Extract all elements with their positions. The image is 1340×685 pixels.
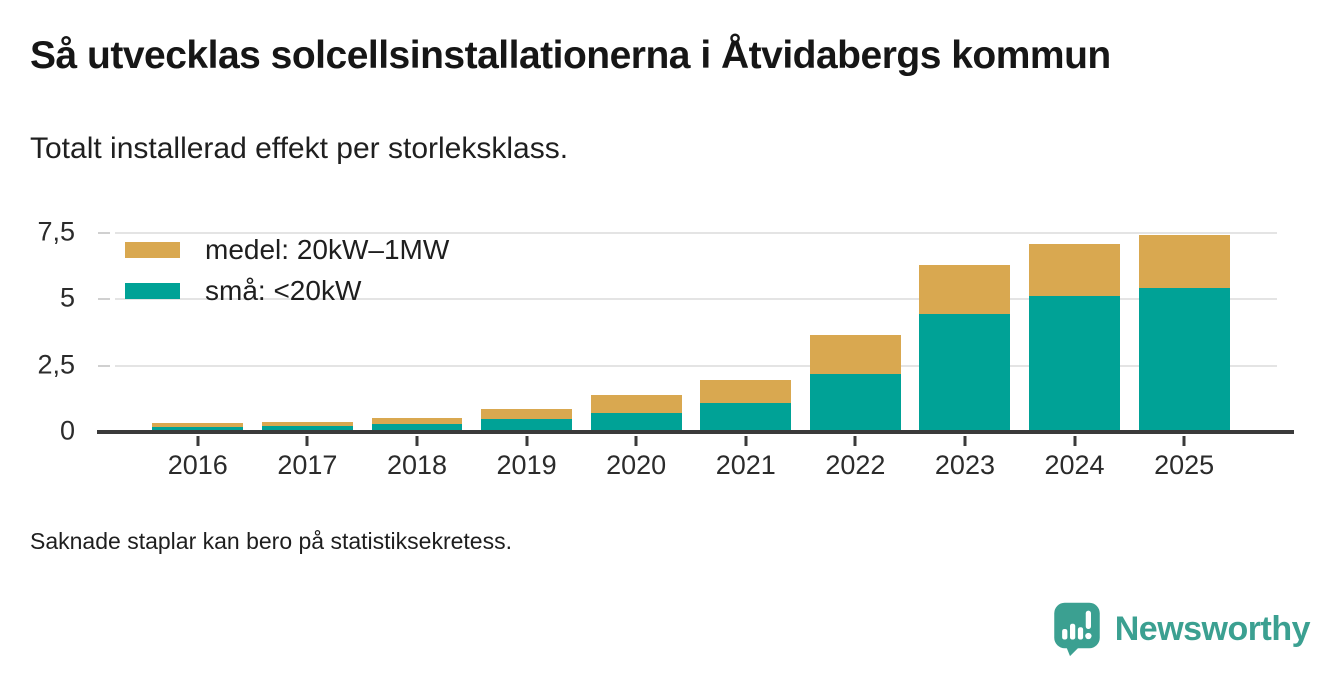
bar-segment — [481, 418, 573, 432]
x-axis-line — [97, 430, 1294, 434]
gridline — [115, 232, 1277, 234]
bar-stack — [481, 233, 573, 432]
bar-slot: 2019 — [472, 233, 582, 480]
x-tick-mark — [744, 436, 748, 446]
x-tick-mark — [525, 436, 529, 446]
plot-area: 0 2,5 5 7,5 2016 2017 2018 2019 2020 2021 2022 202… — [37, 216, 1294, 480]
bar-slot: 2022 — [801, 233, 911, 480]
x-tick-mark — [415, 436, 419, 446]
legend-item: medel: 20kW–1MW — [125, 234, 449, 266]
x-tick-label: 2021 — [715, 450, 776, 480]
x-tick-mark — [963, 436, 967, 446]
bar-segment — [700, 403, 792, 432]
bar-slot: 2016 — [143, 233, 253, 480]
x-tick-mark — [853, 436, 857, 446]
x-tick-label: 2023 — [934, 450, 995, 480]
bar-segment — [919, 265, 1011, 315]
bar-segment — [371, 418, 463, 425]
bar-segment — [809, 334, 901, 374]
x-tick-label: 2017 — [277, 450, 338, 480]
x-tick-label: 2025 — [1154, 450, 1215, 480]
x-tick-label: 2018 — [386, 450, 448, 480]
x-tick-label: 2024 — [1044, 450, 1105, 480]
bar-stack — [261, 233, 353, 432]
bar-segment — [1138, 288, 1230, 432]
y-tick-label: 2,5 — [37, 348, 75, 379]
page-title: Så utvecklas solcellsinstallationerna i … — [30, 34, 1111, 77]
branding: Newsworthy — [1052, 601, 1311, 657]
bar-segment — [261, 426, 353, 432]
y-tick-label: 5 — [59, 282, 75, 313]
x-tick-label: 2020 — [606, 450, 667, 480]
bar-segment — [371, 424, 463, 432]
bar-stack — [919, 233, 1011, 432]
chart-footnote: Saknade staplar kan bero på statistiksek… — [30, 528, 512, 554]
bar-slot: 2017 — [253, 233, 363, 480]
page-subtitle: Totalt installerad effekt per storlekskl… — [30, 132, 569, 165]
legend-label: medel: 20kW–1MW — [205, 234, 450, 265]
x-tick-label: 2016 — [167, 450, 228, 480]
bar-segment — [919, 314, 1011, 432]
bar-segment — [1138, 235, 1230, 289]
bar-stack — [1138, 233, 1230, 432]
bar-slot: 2021 — [691, 233, 801, 480]
x-tick-label: 2019 — [496, 450, 557, 480]
x-tick-mark — [634, 436, 638, 446]
bar-segment — [261, 421, 353, 427]
legend-item: små: <20kW — [125, 275, 449, 307]
y-tick-mark — [98, 364, 110, 367]
y-tick-mark — [98, 298, 110, 301]
bar-segment — [481, 409, 573, 419]
bar-segment — [152, 427, 244, 432]
brand-name: Newsworthy — [1114, 609, 1311, 648]
bar-slot: 2023 — [910, 233, 1020, 480]
bar-stack — [590, 233, 682, 432]
bars-area: 2016 2017 2018 2019 2020 2021 2022 2023 2024 2025 — [115, 233, 1277, 480]
gridline — [115, 364, 1277, 367]
bar-stack — [1029, 233, 1121, 432]
bar-slot: 2020 — [581, 233, 691, 480]
bar-segment — [152, 423, 244, 428]
x-tick-label: 2022 — [825, 450, 886, 480]
bar-segment — [1029, 296, 1121, 432]
legend-swatch — [125, 283, 180, 299]
bar-slot: 2018 — [362, 233, 472, 480]
bar-slot: 2025 — [1129, 233, 1239, 480]
x-tick-mark — [196, 436, 200, 446]
y-tick-mark — [98, 232, 110, 234]
legend-swatch — [125, 242, 180, 258]
chart-legend: medel: 20kW–1MW små: <20kW — [125, 234, 449, 307]
x-tick-mark — [305, 436, 309, 446]
bar-segment — [590, 394, 682, 414]
bar-stack — [371, 233, 463, 432]
bar-segment — [1029, 244, 1121, 297]
bar-stack — [700, 233, 792, 432]
bar-stack — [152, 233, 244, 432]
newsworthy-logo-icon — [1053, 602, 1100, 657]
legend-label: små: <20kW — [205, 275, 362, 306]
bar-segment — [809, 373, 901, 432]
y-tick-label: 7,5 — [37, 216, 75, 247]
bar-stack — [809, 233, 901, 432]
bar-slot: 2024 — [1020, 233, 1130, 480]
bar-segment — [590, 413, 682, 432]
x-tick-mark — [1182, 436, 1186, 446]
y-tick-label: 0 — [59, 415, 75, 446]
x-tick-mark — [1073, 436, 1077, 446]
bar-segment — [700, 380, 792, 404]
gridline — [115, 298, 1277, 301]
